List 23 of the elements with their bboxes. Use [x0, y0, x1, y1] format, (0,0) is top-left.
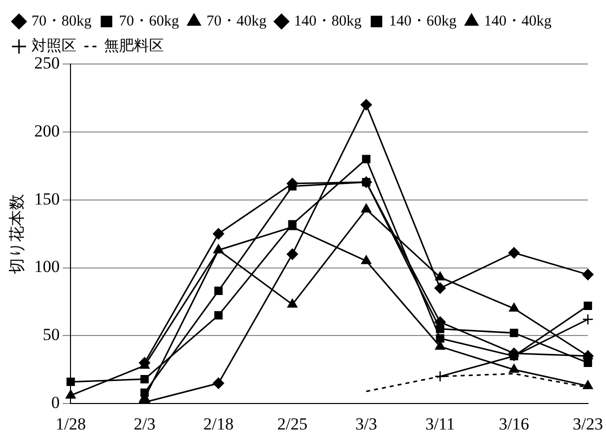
- legend-label: 対照区: [32, 37, 76, 54]
- legend-label: 無肥料区: [104, 37, 164, 54]
- x-tick-label: 3/3: [355, 414, 378, 434]
- x-tick-label: 3/16: [498, 414, 530, 434]
- y-tick-label: 250: [34, 53, 60, 72]
- y-axis-title: 切り花本数: [8, 194, 26, 274]
- y-tick-label: 150: [34, 189, 60, 208]
- x-tick-label: 3/23: [572, 414, 604, 434]
- x-tick-label: 2/18: [203, 414, 234, 434]
- y-tick-label: 100: [34, 257, 60, 276]
- x-tick-label: 3/11: [425, 414, 455, 434]
- legend-label: 140・40kg: [484, 13, 552, 30]
- y-tick-label: 200: [34, 121, 60, 140]
- legend-label: 70・60kg: [119, 13, 180, 30]
- legend-label: 140・60kg: [389, 13, 457, 30]
- x-tick-label: 2/25: [277, 414, 308, 434]
- y-tick-label: 0: [51, 393, 60, 412]
- legend-label: 70・80kg: [32, 13, 92, 30]
- legend-label: 140・80kg: [294, 13, 362, 30]
- x-tick-label: 2/3: [134, 414, 156, 434]
- y-tick-label: 50: [42, 325, 60, 344]
- x-tick-label: 1/28: [56, 414, 86, 434]
- legend-label: 70・40kg: [206, 13, 267, 30]
